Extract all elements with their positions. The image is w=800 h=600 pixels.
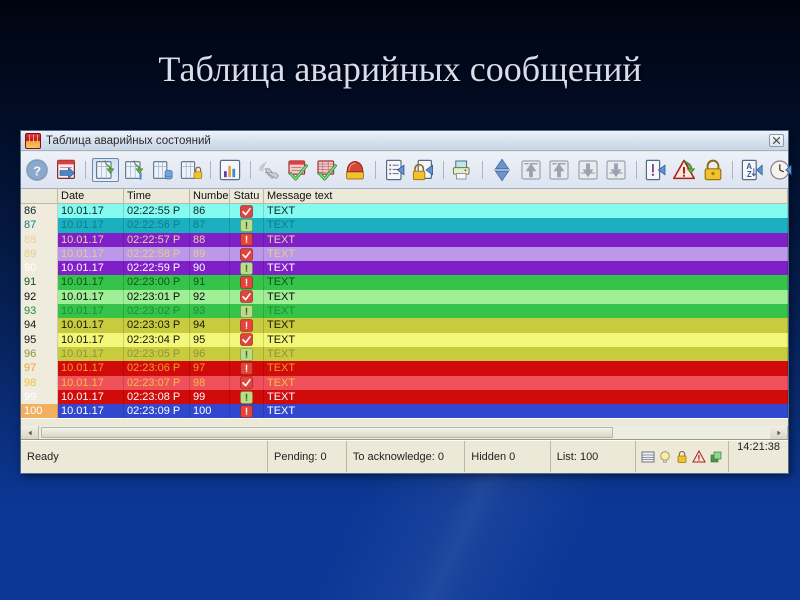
svg-text:Z: Z [747, 170, 752, 179]
svg-text:?: ? [33, 163, 41, 178]
